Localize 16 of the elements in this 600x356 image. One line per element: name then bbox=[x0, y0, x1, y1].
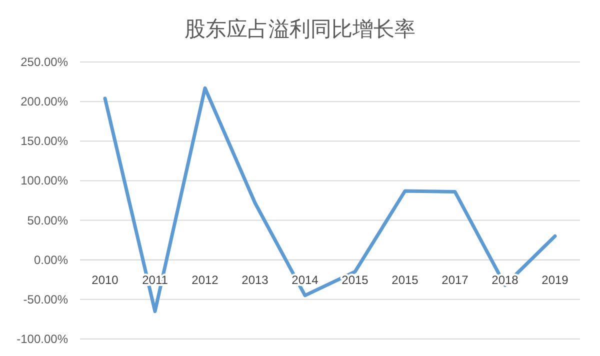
x-tick-label: 2010 bbox=[92, 272, 119, 287]
x-tick-label: 2012 bbox=[192, 272, 219, 287]
y-tick-label: 50.00% bbox=[27, 213, 68, 228]
x-tick-label: 2017 bbox=[442, 272, 469, 287]
y-tick-label: 0.00% bbox=[34, 252, 68, 267]
y-tick-label: 250.00% bbox=[20, 55, 68, 69]
x-tick-label: 2019 bbox=[542, 272, 569, 287]
x-tick-label: 2015 bbox=[342, 272, 369, 287]
x-tick-label: 2013 bbox=[242, 272, 269, 287]
y-tick-label: -50.00% bbox=[23, 292, 68, 306]
y-tick-label: -100.00% bbox=[16, 332, 68, 346]
x-tick-label: 2015 bbox=[392, 272, 419, 287]
y-tick-label: 200.00% bbox=[20, 94, 68, 109]
chart-title: 股东应占溢利同比增长率 bbox=[184, 18, 416, 41]
y-tick-label: 150.00% bbox=[20, 134, 68, 148]
y-tick-label: 100.00% bbox=[20, 174, 68, 188]
